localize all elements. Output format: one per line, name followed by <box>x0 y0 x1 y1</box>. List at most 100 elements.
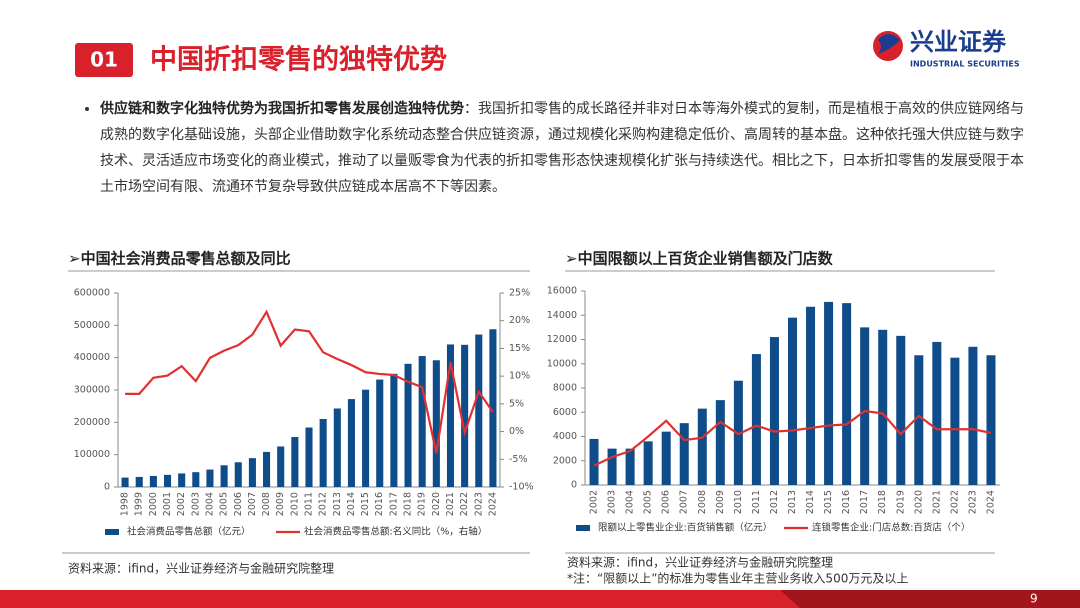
x-tick-label: 2015 <box>823 490 834 514</box>
x-tick-label: 1998 <box>120 492 131 516</box>
bar <box>932 341 942 485</box>
y-tick-label: 300000 <box>74 385 110 396</box>
x-tick-label: 2012 <box>769 490 780 514</box>
line <box>125 309 494 454</box>
x-tick-label: 2020 <box>431 492 442 516</box>
x-tick-label: 2016 <box>374 492 385 516</box>
y-tick-label: 14000 <box>547 310 577 321</box>
x-tick-label: 2019 <box>895 490 906 514</box>
bar <box>769 337 779 485</box>
bar <box>446 344 455 487</box>
y2-tick-label: -5% <box>509 454 528 465</box>
bar <box>589 438 599 485</box>
legend-label: 连锁零售企业:门店总数:百货店（个） <box>812 522 970 534</box>
y-tick-label: 0 <box>571 480 577 491</box>
y-tick-label: 4000 <box>553 431 577 442</box>
bar <box>319 419 327 487</box>
legend-swatch <box>576 525 590 531</box>
bar <box>878 329 888 485</box>
x-tick-label: 2004 <box>625 490 636 514</box>
x-tick-label: 2024 <box>487 492 498 516</box>
x-tick-label: 2005 <box>643 490 654 514</box>
bar <box>362 389 370 487</box>
y2-tick-label: 20% <box>509 315 530 326</box>
bar <box>418 356 426 487</box>
bar <box>376 379 384 487</box>
x-tick-label: 2003 <box>607 490 618 514</box>
x-tick-label: 2022 <box>949 490 960 514</box>
x-tick-label: 2022 <box>459 492 470 516</box>
bar <box>607 448 617 485</box>
x-tick-label: 2002 <box>589 490 600 514</box>
y-tick-label: 2000 <box>553 455 577 466</box>
x-tick-label: 2002 <box>176 492 187 516</box>
x-tick-label: 2010 <box>733 490 744 514</box>
x-tick-label: 2021 <box>445 492 456 516</box>
x-tick-label: 2021 <box>931 490 942 514</box>
bar <box>860 327 870 485</box>
legend-swatch <box>105 529 119 535</box>
x-tick-label: 2009 <box>715 490 726 514</box>
page-number: 9 <box>1030 592 1038 606</box>
y2-tick-label: 25% <box>509 288 530 299</box>
bar <box>291 437 299 487</box>
bar <box>824 301 834 485</box>
legend-label: 社会消费品零售总额:名义同比（%，右轴） <box>304 526 487 538</box>
bar <box>986 355 996 485</box>
x-tick-label: 2006 <box>233 492 244 516</box>
bar <box>135 476 143 487</box>
legend-label: 社会消费品零售总额（亿元） <box>127 526 251 538</box>
bar <box>163 474 172 487</box>
x-tick-label: 2015 <box>360 492 371 516</box>
x-tick-label: 2004 <box>204 492 215 516</box>
x-tick-label: 2012 <box>318 492 329 516</box>
section-badge <box>75 43 133 77</box>
y-tick-label: 6000 <box>553 407 577 418</box>
x-tick-label: 2003 <box>190 492 201 516</box>
bar <box>263 451 271 487</box>
logo-swirl <box>878 34 900 54</box>
logo-name: 兴业证券 <box>910 28 1007 56</box>
bar <box>896 335 906 485</box>
bar <box>968 346 978 485</box>
y-tick-label: 400000 <box>74 352 110 363</box>
bar <box>305 427 313 487</box>
bar <box>751 354 761 485</box>
x-tick-label: 2024 <box>985 490 996 514</box>
y2-tick-label: 0% <box>509 426 524 437</box>
source: 资料来源：ifind，兴业证券经济与金融研究院整理 <box>567 555 833 570</box>
line <box>593 409 992 467</box>
x-tick-label: 2020 <box>913 490 924 514</box>
y-tick-label: 100000 <box>74 449 110 460</box>
bar <box>248 458 256 487</box>
bullet: 供应链和数字化独特优势为我国折扣零售发展创造独特优势：我国折扣零售的成长路径并非… <box>100 96 1030 200</box>
y-tick-label: 10000 <box>547 358 577 369</box>
bar <box>432 360 440 487</box>
bar <box>625 448 635 485</box>
x-tick-label: 2008 <box>697 490 708 514</box>
bar <box>277 446 285 487</box>
y2-tick-label: 10% <box>509 371 530 382</box>
bar <box>121 477 129 487</box>
bullet-body: ：我国折扣零售的成长路径并非对日本等海外模式的复制，而是植根于高效的供应链网络与… <box>100 101 1024 195</box>
bar <box>715 400 725 485</box>
note: *注：“限额以上”的标准为零售业年主营业务收入500万元及以上 <box>567 571 908 586</box>
x-tick-label: 2023 <box>967 490 978 514</box>
x-tick-label: 2023 <box>473 492 484 516</box>
bar <box>390 373 398 487</box>
y2-tick-label: 5% <box>509 398 524 409</box>
bar <box>914 355 924 485</box>
footer-accent <box>780 590 1080 608</box>
y-tick-label: 600000 <box>74 288 110 299</box>
bullet-lead: 供应链和数字化独特优势为我国折扣零售发展创造独特优势 <box>100 101 464 117</box>
logo-english: INDUSTRIAL SECURITIES <box>910 60 1020 69</box>
y-tick-label: 16000 <box>547 286 577 297</box>
x-tick-label: 2005 <box>219 492 230 516</box>
x-tick-label: 2000 <box>148 492 159 516</box>
bar <box>842 303 852 485</box>
x-tick-label: 2014 <box>805 490 816 514</box>
x-tick-label: 2009 <box>275 492 286 516</box>
bar <box>333 408 341 487</box>
